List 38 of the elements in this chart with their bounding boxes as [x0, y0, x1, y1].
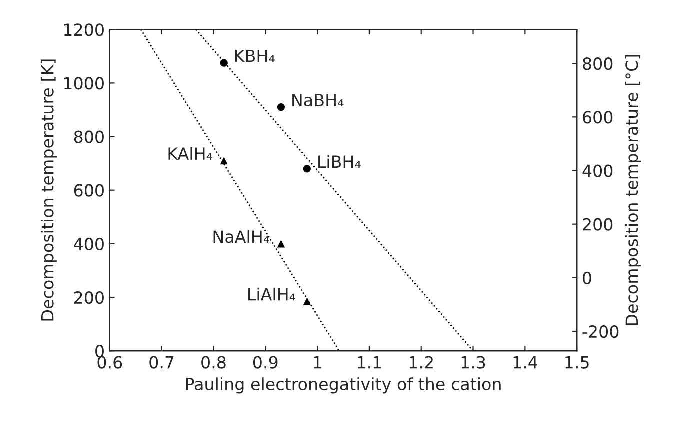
y-tick-label: 800 [74, 130, 104, 144]
point [277, 103, 286, 112]
x-tick-label: 0.9 [253, 356, 278, 369]
annotation: LiBH₄ [318, 155, 361, 168]
y2-axis-title: Decomposition temperature [°C] [625, 55, 642, 326]
x-tick-label: 0.8 [202, 356, 226, 369]
y2-tick-label: 400 [582, 164, 613, 178]
point [220, 59, 228, 67]
x-tick-label: 0.7 [150, 356, 174, 369]
y2-tick-label: 0 [583, 272, 592, 284]
x-tick-label: 0.6 [98, 356, 122, 369]
x-tick-label: 1.1 [358, 356, 382, 369]
x-tick-label: 1.4 [514, 356, 538, 369]
x-axis-title: Pauling electronegativity of the cation [186, 378, 501, 394]
annotation: NaBH₄ [292, 94, 344, 107]
x-tick-label: 1.2 [410, 356, 433, 369]
y-tick-label: 1000 [64, 77, 104, 90]
y-tick-label: 0 [96, 345, 104, 358]
y2-tick-label: 200 [583, 218, 613, 231]
x-tick-label: 1.5 [566, 356, 589, 369]
annotation: LiAlH₄ [248, 288, 296, 301]
y-tick-label: 600 [74, 184, 104, 197]
y-tick-label: 400 [74, 238, 104, 250]
y-tick-label: 200 [74, 291, 104, 304]
y2-tick-label: 600 [583, 111, 613, 124]
point [220, 157, 228, 165]
annotation: KBH₄ [235, 50, 275, 62]
x-tick-label: 1.3 [462, 356, 486, 369]
annotation: KAlH₄ [168, 147, 212, 160]
y-axis-title: Decomposition temperature [K] [40, 60, 58, 321]
annotation: NaAlH₄ [214, 230, 270, 244]
point [277, 240, 286, 248]
y2-tick-label: 800 [583, 58, 613, 70]
point [303, 298, 311, 306]
y2-tick-label: -200 [582, 325, 619, 338]
point [303, 165, 311, 173]
x-tick-label: 1 [314, 356, 322, 369]
y-tick-label: 1200 [64, 24, 104, 36]
